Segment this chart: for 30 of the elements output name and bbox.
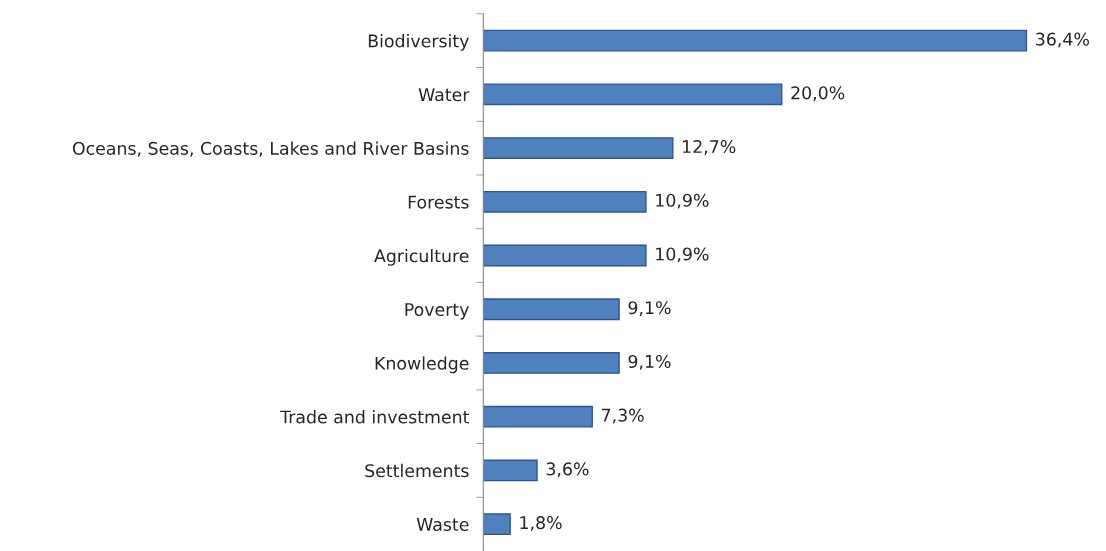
y-tick-label: Knowledge [375, 356, 469, 374]
data-label: 9,1% [628, 354, 671, 370]
bar [483, 298, 620, 321]
y-tick-label: Forests [408, 195, 469, 209]
y-tick-label: Settlements [365, 463, 469, 478]
y-tick-label: Poverty [405, 303, 469, 320]
data-label: 20,0% [791, 86, 845, 102]
bar [483, 352, 620, 374]
data-label: 36,4% [1036, 32, 1089, 48]
bar [483, 244, 647, 267]
bar [483, 83, 783, 106]
data-label: 9,1% [628, 301, 671, 317]
data-label: 1,8% [520, 516, 562, 531]
bar [483, 29, 1028, 52]
data-label: 7,3% [602, 408, 644, 424]
data-label: 12,7% [683, 139, 736, 155]
data-label: 10,9% [656, 247, 709, 263]
bar [483, 405, 593, 428]
y-tick-label: Waste [416, 518, 469, 531]
y-tick-label: Water [418, 88, 470, 102]
y-tick-label: Biodiversity [368, 34, 469, 51]
y-tick-label: Trade and investment [280, 410, 470, 424]
data-label: 10,9% [656, 193, 709, 209]
y-tick-label: Oceans, Seas, Coasts, Lakes and River Basins [72, 141, 469, 157]
bar [483, 513, 511, 536]
bar [483, 137, 674, 159]
bar [483, 190, 647, 213]
data-label: 3,6% [546, 462, 589, 478]
y-tick-label: Agriculture [374, 248, 469, 266]
bar [483, 459, 538, 482]
